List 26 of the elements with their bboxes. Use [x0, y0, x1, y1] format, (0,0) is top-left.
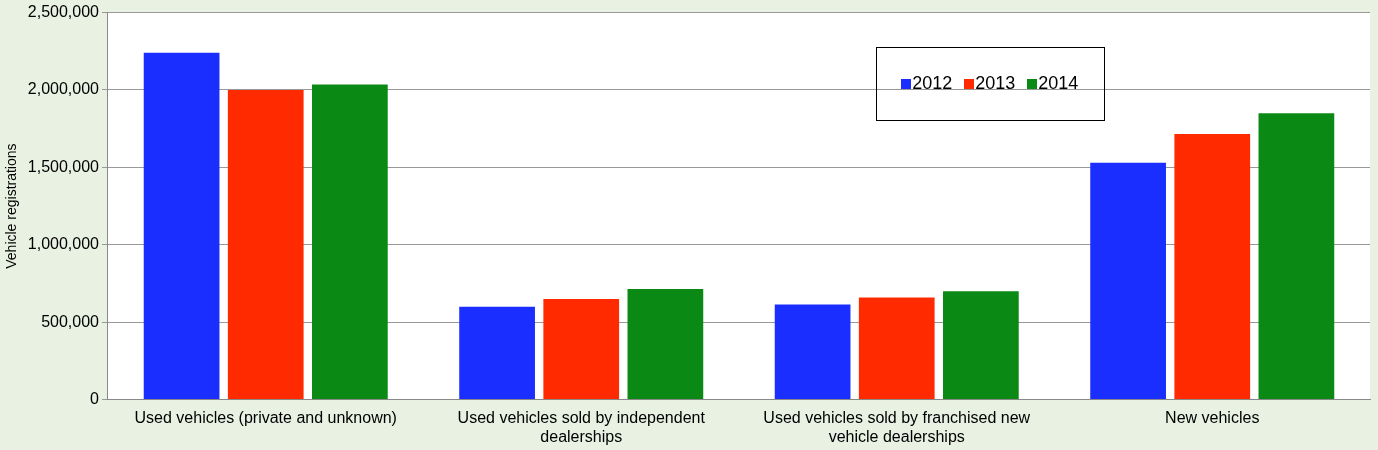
- bar: [312, 84, 388, 400]
- legend-label: 2014: [1038, 73, 1079, 95]
- y-axis-title: Vehicle registrations: [3, 143, 20, 269]
- y-tick-label: 0: [90, 390, 100, 408]
- x-tick-label: Used vehicles (private and unknown): [134, 408, 397, 426]
- y-tick-label: 1,500,000: [27, 157, 100, 175]
- x-tick-label: Used vehicles sold by franchised new vehicle dealerships: [763, 408, 1031, 445]
- y-tick-label: 2,000,000: [27, 80, 100, 98]
- bar: [1258, 113, 1335, 400]
- bar: [858, 297, 935, 400]
- bar: [543, 298, 620, 400]
- x-tick-label: Used vehicles sold by independent dealerships: [457, 408, 706, 445]
- bar: [627, 288, 704, 400]
- legend-label: 2013: [975, 73, 1016, 95]
- bar: [227, 90, 304, 400]
- bar: [1090, 162, 1166, 400]
- bar: [943, 291, 1019, 400]
- bar: [143, 52, 220, 400]
- y-tick-label: 500,000: [41, 312, 100, 330]
- bar: [1174, 134, 1251, 400]
- legend-label: 2012: [912, 73, 953, 95]
- bar: [459, 306, 535, 400]
- y-tick-label: 2,500,000: [27, 3, 100, 21]
- y-tick-label: 1,000,000: [27, 235, 100, 253]
- bar: [774, 304, 851, 400]
- x-tick-label: New vehicles: [1165, 408, 1260, 426]
